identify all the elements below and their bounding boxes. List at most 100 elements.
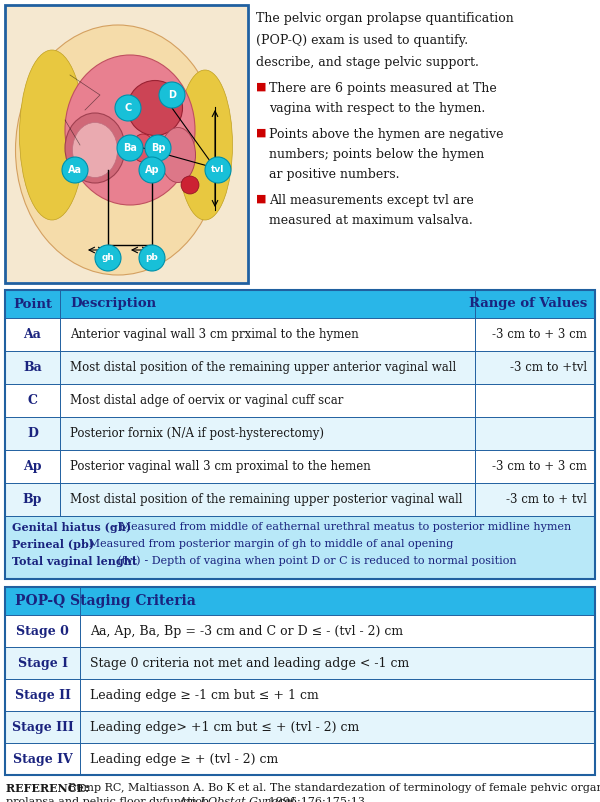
Text: Ba: Ba (123, 143, 137, 153)
Bar (5, 290, 595, 318)
Text: prolapsa and pelvic floor dyfunction.: prolapsa and pelvic floor dyfunction. (6, 797, 216, 802)
Text: Ap: Ap (145, 165, 160, 175)
Text: Most distal position of the remaining upper anterior vaginal wall: Most distal position of the remaining up… (70, 361, 456, 374)
Bar (5, 384, 595, 417)
Circle shape (117, 135, 143, 161)
Bar (5, 679, 595, 711)
Circle shape (139, 157, 165, 183)
Text: Aa: Aa (68, 165, 82, 175)
Text: Stage III: Stage III (11, 720, 73, 734)
Text: Genital hiatus (gh): Genital hiatus (gh) (12, 522, 131, 533)
Text: -3 cm to +tvl: -3 cm to +tvl (510, 361, 587, 374)
Text: Most distal position of the remaining upper posterior vaginal wall: Most distal position of the remaining up… (70, 493, 463, 506)
Bar (5, 450, 595, 483)
Text: ar positive numbers.: ar positive numbers. (269, 168, 400, 181)
Text: Ba: Ba (23, 361, 42, 374)
Bar (5, 417, 595, 450)
Text: Stage II: Stage II (14, 688, 70, 702)
Text: C: C (124, 103, 131, 113)
Bar (5, 351, 595, 384)
Text: Aa, Ap, Ba, Bp = -3 cm and C or D ≤ - (tvl - 2) cm: Aa, Ap, Ba, Bp = -3 cm and C or D ≤ - (t… (90, 625, 403, 638)
Text: Range of Values: Range of Values (469, 298, 587, 310)
Text: Description: Description (70, 298, 156, 310)
Text: Point: Point (13, 298, 52, 310)
Text: Bp: Bp (151, 143, 165, 153)
Text: measured at maximum valsalva.: measured at maximum valsalva. (269, 214, 473, 227)
Text: - Measured from middle of eathernal urethral meatus to posterior midline hymen: - Measured from middle of eathernal uret… (109, 522, 571, 532)
Circle shape (159, 82, 185, 108)
Bar (5, 711, 595, 743)
Text: Stage 0: Stage 0 (16, 625, 69, 638)
Bar (5, 587, 595, 775)
Text: C: C (28, 394, 37, 407)
Text: ■: ■ (256, 194, 266, 204)
Text: Ap: Ap (23, 460, 42, 473)
Bar (6, 6, 247, 282)
Circle shape (205, 157, 231, 183)
Text: D: D (27, 427, 38, 440)
Text: numbers; points below the hymen: numbers; points below the hymen (269, 148, 484, 161)
Text: Perineal (pb): Perineal (pb) (12, 539, 94, 550)
Text: -3 cm to + 3 cm: -3 cm to + 3 cm (492, 460, 587, 473)
Text: tvl: tvl (211, 165, 224, 175)
Text: Stage I: Stage I (17, 657, 67, 670)
Ellipse shape (178, 70, 233, 220)
Circle shape (139, 245, 165, 271)
Text: -3 cm to + 3 cm: -3 cm to + 3 cm (492, 328, 587, 341)
Text: Leading edge ≥ -1 cm but ≤ + 1 cm: Leading edge ≥ -1 cm but ≤ + 1 cm (90, 688, 319, 702)
Ellipse shape (65, 55, 195, 205)
Ellipse shape (128, 80, 182, 136)
Text: gh: gh (101, 253, 115, 262)
Text: Bp: Bp (23, 493, 42, 506)
Text: Leading edge ≥ + (tvl - 2) cm: Leading edge ≥ + (tvl - 2) cm (90, 752, 278, 765)
Text: - Measured from posterior margin of gh to middle of anal opening: - Measured from posterior margin of gh t… (78, 539, 454, 549)
Bar (5, 587, 595, 615)
Text: There are 6 points measured at The: There are 6 points measured at The (269, 82, 497, 95)
Bar (5, 647, 595, 679)
Text: Stage 0 criteria not met and leading adge < -1 cm: Stage 0 criteria not met and leading adg… (90, 657, 409, 670)
Text: Am J Obstat Gynecol.: Am J Obstat Gynecol. (179, 797, 299, 802)
Bar (5, 483, 595, 516)
Text: ■: ■ (256, 128, 266, 138)
Text: (tvl): (tvl) (114, 556, 140, 566)
Text: All measurements except tvl are: All measurements except tvl are (269, 194, 474, 207)
Text: The pelvic organ prolapse quantification: The pelvic organ prolapse quantification (256, 12, 514, 25)
Text: pb: pb (146, 253, 158, 262)
Text: (POP-Q) exam is used to quantify.: (POP-Q) exam is used to quantify. (256, 34, 468, 47)
Text: Total vaginal lenght: Total vaginal lenght (12, 556, 137, 567)
Text: vagina with respect to the hymen.: vagina with respect to the hymen. (269, 102, 485, 115)
Ellipse shape (73, 123, 118, 177)
Text: Most distal adge of oervix or vaginal cuff scar: Most distal adge of oervix or vaginal cu… (70, 394, 343, 407)
Text: Points above the hymen are negative: Points above the hymen are negative (269, 128, 503, 141)
Text: Aa: Aa (23, 328, 41, 341)
Bar (5, 615, 595, 647)
Text: Anterior vaginal wall 3 cm prximal to the hymen: Anterior vaginal wall 3 cm prximal to th… (70, 328, 359, 341)
Bar (5, 743, 595, 775)
Bar (5, 516, 595, 579)
Text: REFERENCE:: REFERENCE: (6, 783, 93, 794)
Text: Bump RC, Maltiasson A. Bo K et al. The standardezation of terminology of female : Bump RC, Maltiasson A. Bo K et al. The s… (68, 783, 600, 793)
Text: Posterior fornix (N/A if post-hysterectomy): Posterior fornix (N/A if post-hysterecto… (70, 427, 324, 440)
Bar (5, 5, 248, 283)
Text: D: D (168, 90, 176, 100)
Circle shape (95, 245, 121, 271)
Ellipse shape (16, 25, 221, 275)
Text: 1996;176;175;13.: 1996;176;175;13. (265, 797, 368, 802)
Text: -3 cm to + tvl: -3 cm to + tvl (506, 493, 587, 506)
Ellipse shape (132, 134, 154, 162)
Ellipse shape (181, 176, 199, 194)
Ellipse shape (19, 50, 85, 220)
Text: - Depth of vagina when point D or C is reduced to normal position: - Depth of vagina when point D or C is r… (141, 556, 517, 566)
Ellipse shape (161, 128, 196, 183)
Text: ■: ■ (256, 82, 266, 92)
Ellipse shape (65, 113, 125, 183)
Text: Leading edge> +1 cm but ≤ + (tvl - 2) cm: Leading edge> +1 cm but ≤ + (tvl - 2) cm (90, 720, 359, 734)
Bar (5, 290, 595, 579)
Bar (5, 318, 595, 351)
Circle shape (62, 157, 88, 183)
Text: describe, and stage pelvic support.: describe, and stage pelvic support. (256, 56, 479, 69)
Circle shape (145, 135, 171, 161)
Text: POP-Q Staging Criteria: POP-Q Staging Criteria (15, 594, 196, 608)
Text: Posterior vaginal wall 3 cm proximal to the hemen: Posterior vaginal wall 3 cm proximal to … (70, 460, 371, 473)
Text: Stage IV: Stage IV (13, 752, 73, 765)
